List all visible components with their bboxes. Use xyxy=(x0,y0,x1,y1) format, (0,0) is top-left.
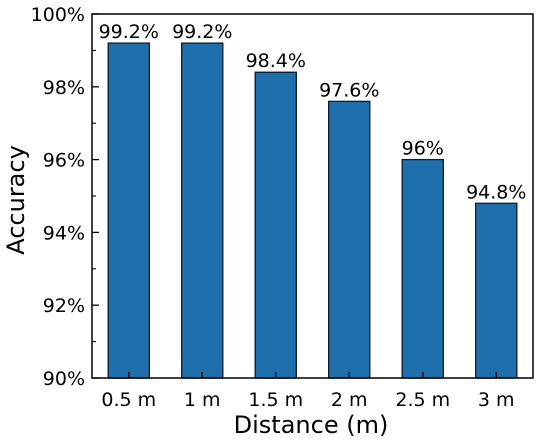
data-label: 99.2% xyxy=(172,21,232,43)
x-tick-label: 3 m xyxy=(478,389,515,411)
x-tick-label: 1 m xyxy=(184,389,221,411)
bar xyxy=(328,100,371,379)
y-tick-label: 90% xyxy=(43,368,85,390)
y-tick-label: 98% xyxy=(43,77,85,99)
axes-layer: 0.5 m 1 m 1.5 m 2 m 2.5 m 3 m 90% 92% 94% 96% 98% 1… xyxy=(31,4,534,411)
y-tick-label: 92% xyxy=(43,295,85,317)
x-tick-label: 1.5 m xyxy=(248,389,303,411)
data-label: 94.8% xyxy=(466,181,526,203)
bars-layer xyxy=(107,42,518,379)
y-axis-title: Accuracy xyxy=(2,145,30,255)
y-tick-label: 94% xyxy=(43,222,85,244)
data-label: 99.2% xyxy=(99,21,159,43)
bar xyxy=(475,202,518,379)
bar xyxy=(107,42,150,379)
x-tick-label: 2.5 m xyxy=(395,389,450,411)
x-tick-label: 0.5 m xyxy=(101,389,156,411)
bar xyxy=(181,42,224,379)
data-label: 97.6% xyxy=(319,79,379,101)
bar xyxy=(401,158,444,379)
plot-frame xyxy=(91,13,534,379)
x-axis-title: Distance (m) xyxy=(234,411,389,439)
y-tick-label: 96% xyxy=(43,150,85,172)
x-tick-label: 2 m xyxy=(331,389,368,411)
bar xyxy=(254,71,297,379)
y-tick-label: 100% xyxy=(31,4,85,26)
data-label: 98.4% xyxy=(246,50,306,72)
data-labels-layer: 99.2% 99.2% 98.4% 97.6% 96% 94.8% xyxy=(99,21,527,203)
data-label: 96% xyxy=(402,138,444,160)
